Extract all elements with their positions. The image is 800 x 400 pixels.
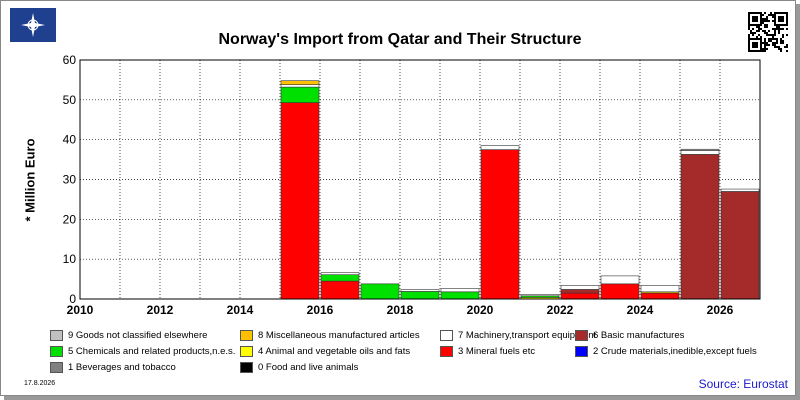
legend-item: 4 Animal and vegetable oils and fats [240, 346, 410, 357]
y-tick-label: 30 [63, 173, 77, 187]
legend-item: 0 Food and live animals [240, 362, 358, 373]
bar-segment [720, 188, 760, 192]
y-tick-label: 40 [63, 133, 77, 147]
bar-segment [560, 289, 600, 294]
legend-label: 0 Food and live animals [258, 362, 359, 373]
bar-segment [320, 274, 360, 282]
y-tick-label: 0 [69, 292, 76, 306]
bar-segment [560, 285, 600, 290]
legend-label: 3 Mineral fuels etc [458, 346, 536, 357]
stacked-bar-chart: 0 10 20 30 40 50 60 2010 2012 2014 2016 2018 2020 202… [63, 53, 761, 317]
bar-segment [680, 150, 720, 155]
bar-segment [280, 102, 320, 300]
legend-label: 2 Crude materials,inedible,except fuels [593, 346, 757, 357]
bar-segment [440, 291, 480, 300]
legend-swatch [50, 330, 63, 341]
bar-segment [280, 80, 320, 85]
chart-title: Norway's Import from Qatar and Their Str… [218, 31, 582, 48]
bar-segment [600, 275, 640, 285]
y-tick-label: 60 [63, 53, 77, 67]
compass-star-logo [10, 8, 56, 42]
bar-segment [680, 148, 720, 151]
x-tick-label: 2012 [147, 303, 174, 317]
bar-segment [640, 285, 680, 293]
legend-item: 3 Mineral fuels etc [440, 346, 535, 357]
bar-segment [480, 145, 520, 150]
bar-segment [600, 283, 640, 300]
legend-swatch [575, 346, 588, 357]
legend-item: 8 Miscellaneous manufactured articles [240, 330, 420, 341]
legend-item: 7 Machinery,transport equipment [440, 330, 596, 341]
bar-segment [280, 86, 320, 103]
plot-border [79, 59, 761, 300]
bar-segment [640, 292, 680, 300]
qr-code-icon [748, 12, 788, 52]
x-tick-label: 2016 [307, 303, 334, 317]
bar-segment [560, 292, 600, 300]
bar-segment [480, 149, 520, 300]
x-tick-label: 2026 [707, 303, 734, 317]
legend-item: 9 Goods not classified elsewhere [50, 330, 207, 341]
legend-label: 4 Animal and vegetable oils and fats [258, 346, 411, 357]
legend-item: 5 Chemicals and related products,n.e.s. [50, 346, 235, 357]
y-tick-label: 50 [63, 93, 77, 107]
legend-label: 5 Chemicals and related products,n.e.s. [68, 346, 236, 357]
legend-item: 2 Crude materials,inedible,except fuels [575, 346, 757, 357]
x-tick-label: 2010 [67, 303, 94, 317]
legend-swatch [575, 330, 588, 341]
y-tick-label: 10 [63, 252, 77, 266]
x-tick-label: 2022 [547, 303, 574, 317]
legend-swatch [50, 346, 63, 357]
legend-label: 6 Basic manufactures [593, 330, 685, 341]
bar-segment [720, 191, 760, 300]
date-stamp: 17.8.2026 [24, 380, 56, 387]
x-tick-label: 2018 [387, 303, 414, 317]
legend-swatch [440, 346, 453, 357]
x-tick-label: 2014 [227, 303, 254, 317]
bar-segment [400, 291, 440, 300]
legend-item: 1 Beverages and tobacco [50, 362, 176, 373]
bar-segment [360, 283, 400, 300]
source-label: Source: Eurostat [698, 377, 788, 391]
legend-swatch [240, 330, 253, 341]
bar-segment [440, 288, 480, 293]
bar-segment [320, 280, 360, 300]
y-tick-label: 20 [63, 212, 77, 226]
legend-label: 7 Machinery,transport equipment [458, 330, 597, 341]
legend-swatch [50, 362, 63, 373]
legend-label: 9 Goods not classified elsewhere [68, 330, 208, 341]
bar-segment [520, 294, 560, 297]
bar-segment [680, 154, 720, 300]
bar-segment [320, 272, 360, 276]
x-tick-label: 2024 [627, 303, 654, 317]
legend-item: 6 Basic manufactures [575, 330, 684, 341]
legend-swatch [240, 346, 253, 357]
legend-swatch [240, 362, 253, 373]
x-tick-label: 2020 [467, 303, 494, 317]
legend-swatch [440, 330, 453, 341]
bar-segment [400, 289, 440, 292]
bar-segment [280, 84, 320, 88]
legend-label: 8 Miscellaneous manufactured articles [258, 330, 420, 341]
legend-label: 1 Beverages and tobacco [68, 362, 176, 373]
